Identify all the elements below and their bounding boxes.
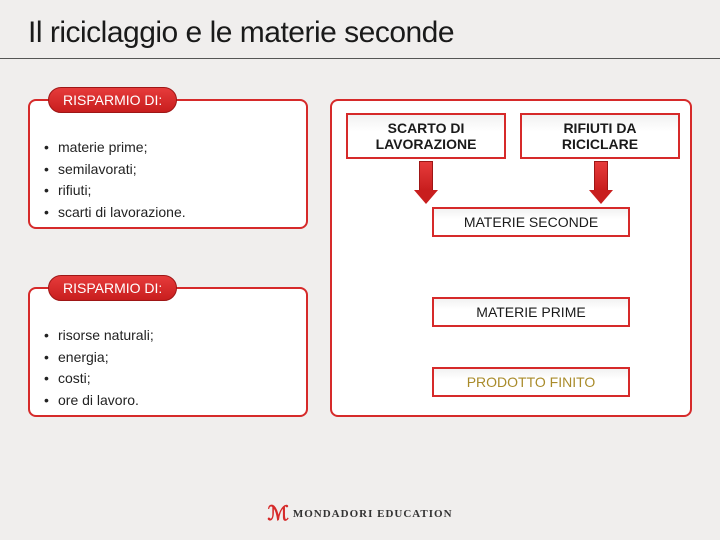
slide-title: Il riciclaggio e le materie seconde	[0, 0, 720, 59]
box-materie-prime: MATERIE PRIME	[432, 297, 630, 327]
list-item: semilavorati;	[44, 159, 186, 181]
list-item: rifiuti;	[44, 180, 186, 202]
arrow-down-icon	[414, 190, 438, 204]
list-item: scarti di lavorazione.	[44, 202, 186, 224]
pill-risparmio-2: RISPARMIO DI:	[48, 275, 177, 301]
list-item: energia;	[44, 347, 154, 369]
footer-logo: ℳ MONDADORI EDUCATION	[0, 501, 720, 526]
list-item: materie prime;	[44, 137, 186, 159]
logo-brand-text: MONDADORI EDUCATION	[293, 508, 453, 520]
box-scarto: SCARTO DI LAVORAZIONE	[346, 113, 506, 159]
arrow-stem-2	[594, 161, 608, 191]
list-item: costi;	[44, 368, 154, 390]
logo-mark-icon: ℳ	[267, 501, 284, 526]
list-risparmio-1: materie prime; semilavorati; rifiuti; sc…	[44, 137, 186, 224]
list-item: risorse naturali;	[44, 325, 154, 347]
list-risparmio-2: risorse naturali; energia; costi; ore di…	[44, 325, 154, 412]
arrow-stem-1	[419, 161, 433, 191]
list-item: ore di lavoro.	[44, 390, 154, 412]
pill-risparmio-1: RISPARMIO DI:	[48, 87, 177, 113]
box-rifiuti: RIFIUTI DA RICICLARE	[520, 113, 680, 159]
box-prodotto-finito: PRODOTTO FINITO	[432, 367, 630, 397]
box-materie-seconde: MATERIE SECONDE	[432, 207, 630, 237]
arrow-down-icon	[589, 190, 613, 204]
